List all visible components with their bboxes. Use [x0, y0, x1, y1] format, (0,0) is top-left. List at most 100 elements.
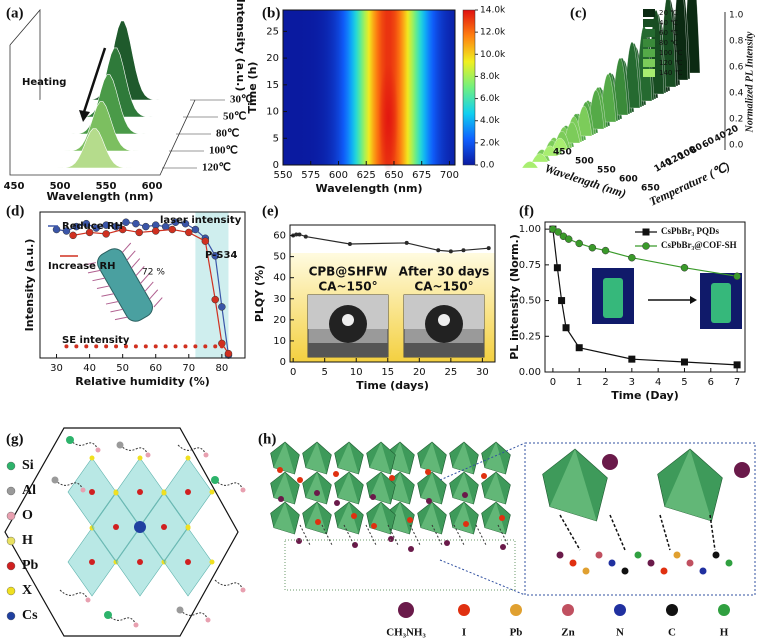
annotation: 72 %	[142, 268, 165, 278]
x-tick-label: 10	[350, 367, 363, 378]
plot-frame	[544, 221, 746, 373]
marker	[123, 344, 128, 349]
legend-label: Pb	[510, 627, 523, 639]
marker	[153, 344, 158, 349]
atom	[426, 498, 432, 504]
panel-label: (e)	[262, 203, 279, 219]
x-tick-label: 2	[602, 377, 608, 388]
marker	[163, 344, 168, 349]
atom-al	[116, 441, 124, 449]
y-axis-label: Intensity (a.u.)	[234, 0, 247, 91]
marker	[733, 361, 741, 369]
marker	[211, 252, 219, 260]
atom	[297, 477, 303, 483]
x-tick-label: 450	[4, 181, 25, 192]
temperature-label: 80℃	[216, 128, 239, 140]
marker	[486, 246, 491, 251]
atom	[333, 471, 339, 477]
marker	[181, 219, 190, 228]
marker	[297, 232, 302, 237]
atom-pb	[89, 489, 95, 495]
x-tick-label: 650	[384, 170, 403, 181]
series-line	[552, 228, 738, 277]
x-tick-label: 600	[619, 175, 638, 185]
ligand	[101, 293, 114, 297]
z-tick-label: 0.2	[729, 115, 743, 125]
x-axis-label: Time (Day)	[611, 389, 678, 402]
ligand	[83, 262, 96, 266]
box-outline	[9, 8, 196, 176]
x-tick-label: 500	[575, 157, 594, 167]
ligand	[114, 316, 128, 321]
octahedron-face	[388, 442, 410, 474]
legend-swatch	[643, 69, 655, 77]
nanorod	[97, 248, 153, 322]
legend-label: 80 ℃	[659, 39, 678, 47]
atom-x	[89, 455, 95, 461]
spectrum	[531, 153, 549, 163]
octahedron-face	[305, 442, 327, 474]
legend-swatch	[643, 9, 655, 17]
droplet-highlight	[438, 314, 450, 326]
marker	[193, 344, 198, 349]
ligand	[96, 285, 110, 289]
legend-dot	[6, 486, 16, 496]
spectrum	[541, 145, 559, 157]
marker	[74, 344, 79, 349]
octahedron-face	[273, 442, 295, 474]
atom	[556, 551, 564, 559]
spectrum	[19, 101, 169, 152]
panel-label: (a)	[6, 5, 24, 21]
atom-x	[161, 490, 167, 496]
marker	[102, 230, 110, 238]
octahedron-face	[305, 472, 327, 504]
atom	[352, 542, 358, 548]
y-tick-label: 1.00	[519, 224, 541, 235]
atom-pb	[89, 559, 95, 565]
atom	[499, 515, 505, 521]
legend-dot	[398, 602, 414, 618]
y-tick-label: 40	[273, 273, 286, 284]
atom	[608, 559, 616, 567]
atom	[647, 559, 655, 567]
ligand	[153, 297, 163, 308]
legend-label: N	[616, 627, 624, 639]
octahedron-face	[452, 442, 474, 474]
ligand-chain	[59, 589, 89, 601]
legend-label: Zn	[561, 627, 574, 639]
octahedron-face	[420, 442, 442, 474]
marker	[151, 227, 160, 235]
panel-label: (d)	[6, 203, 24, 219]
x-tick-label: 20	[413, 367, 426, 378]
legend-swatch	[643, 59, 655, 67]
atom-o	[85, 597, 91, 603]
marker	[213, 344, 218, 349]
ligand	[122, 242, 132, 253]
series-label: Reduce RH	[62, 221, 123, 232]
z-tick-label: 1.0	[729, 11, 744, 21]
legend-label: C	[668, 627, 676, 639]
panel-label: (b)	[262, 5, 280, 21]
marker	[112, 222, 120, 231]
ligand-chain	[54, 479, 84, 491]
marker	[628, 253, 636, 262]
atom-x	[113, 490, 119, 496]
ligand-chain	[179, 609, 209, 621]
panel-label: (c)	[570, 5, 587, 21]
atom-pb	[113, 524, 119, 530]
bond	[559, 514, 581, 551]
y-tick-label: 0	[273, 160, 279, 171]
colorbar-tick-label: 12.0k	[480, 28, 506, 38]
atom-o	[145, 452, 151, 458]
x-tick-label: 6	[708, 377, 714, 388]
droplet-highlight	[342, 314, 354, 326]
y-tick-label: 0	[280, 357, 286, 368]
marker	[680, 263, 689, 272]
marker	[562, 324, 570, 332]
marker	[132, 219, 140, 228]
highlight-band	[195, 212, 229, 358]
z-tick-label: 0.8	[729, 37, 744, 47]
atom	[389, 475, 395, 481]
legend-dot	[718, 604, 730, 616]
x-tick-label: 550	[96, 181, 117, 192]
